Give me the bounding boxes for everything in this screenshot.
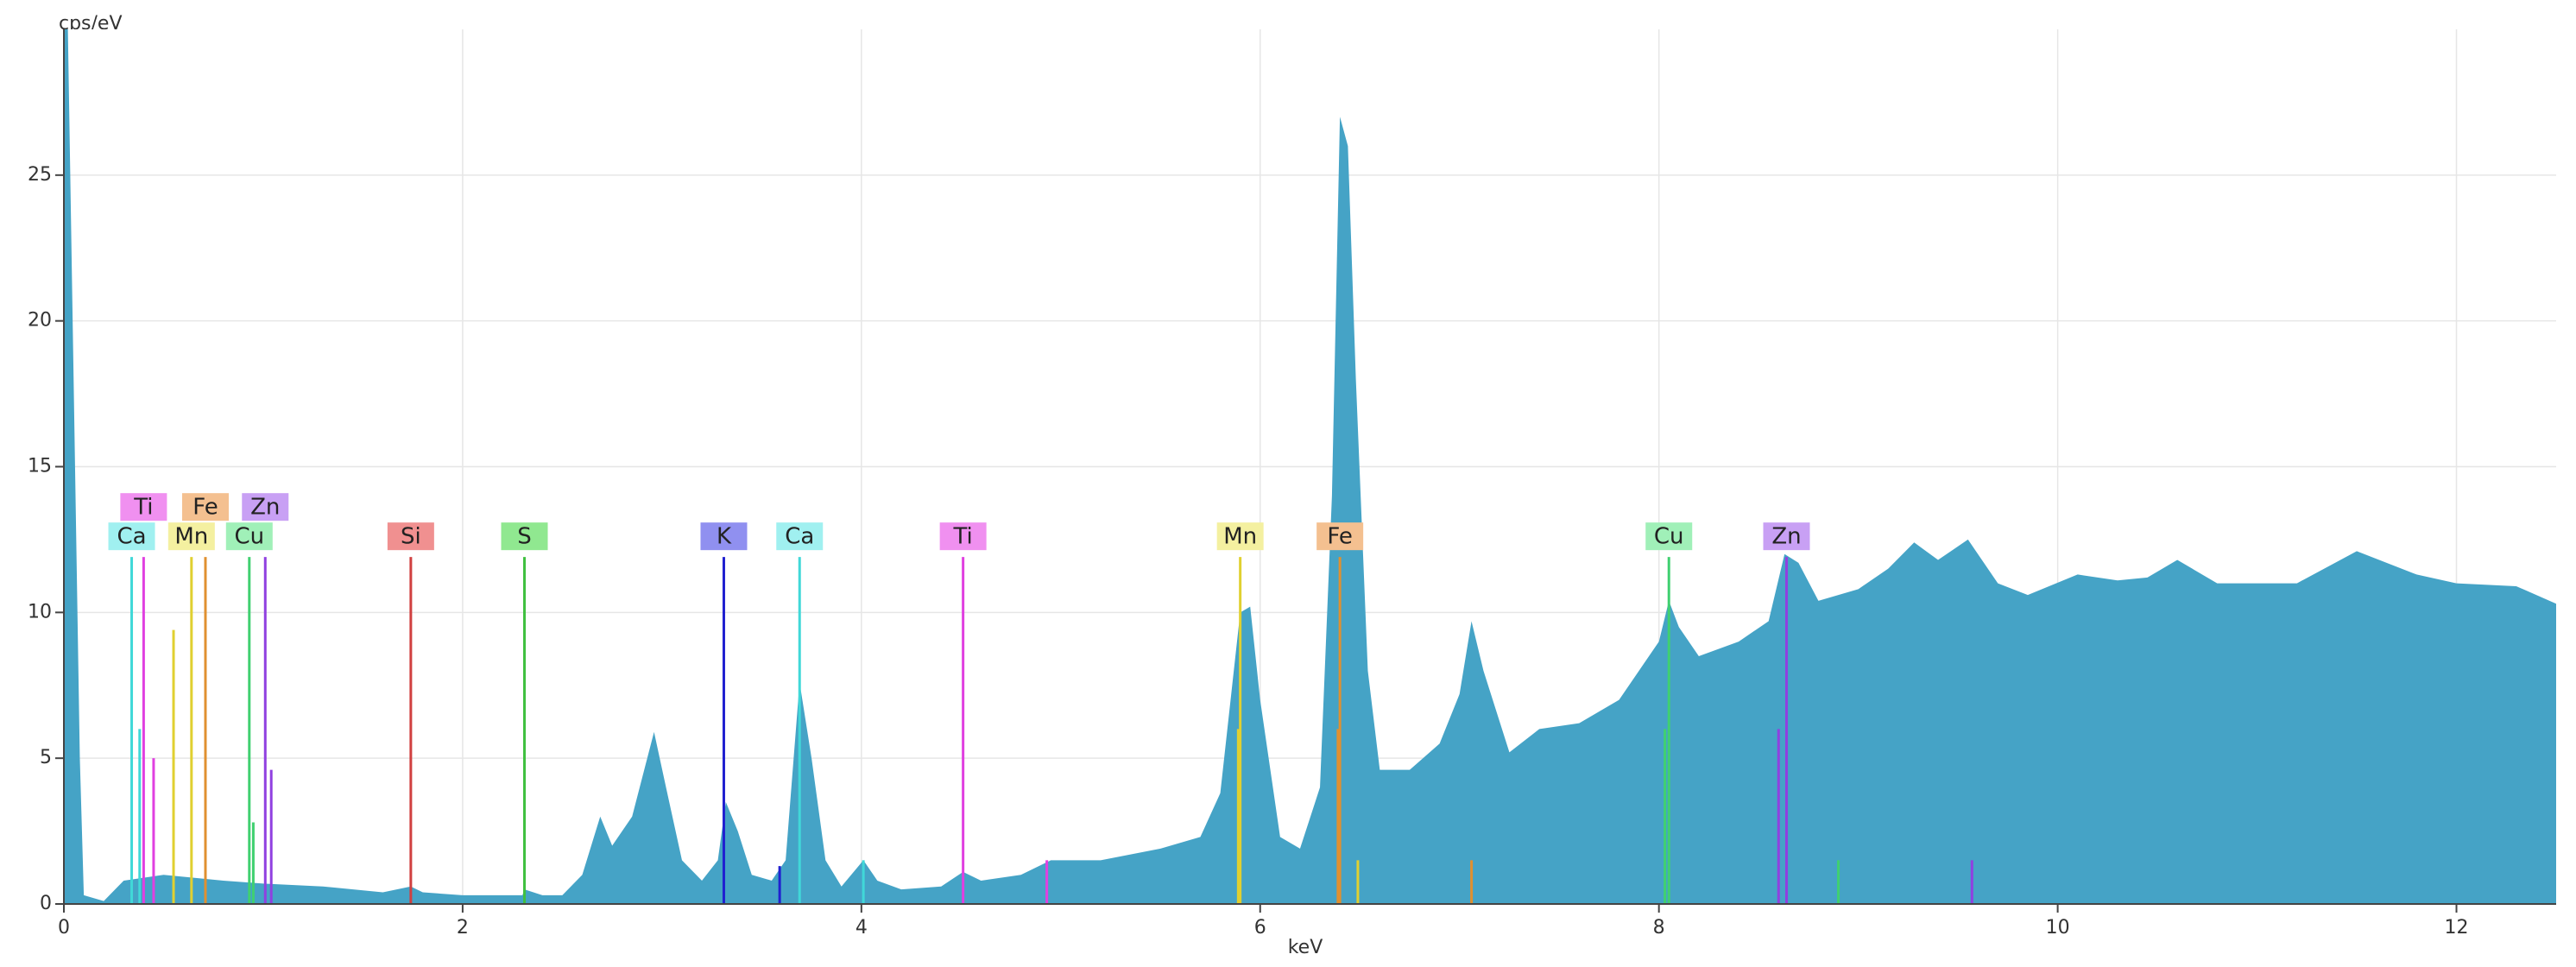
element-label-box — [1316, 522, 1364, 551]
element-label: Ca — [117, 524, 146, 550]
element-label-box — [225, 522, 273, 551]
element-label: S — [517, 524, 532, 550]
element-label: Si — [401, 524, 421, 550]
element-label: K — [717, 524, 732, 550]
element-label: Mn — [1223, 524, 1257, 550]
element-label: Fe — [1327, 524, 1353, 550]
y-tick-label: 20 — [28, 310, 52, 332]
y-tick-label: 10 — [28, 601, 52, 623]
element-label-box — [108, 522, 155, 551]
spectrum — [64, 29, 2556, 904]
element-label-box — [700, 522, 748, 551]
element-label-box — [1216, 522, 1264, 551]
element-label: Zn — [1771, 524, 1801, 550]
y-tick-label: 5 — [40, 747, 52, 768]
element-label: Cu — [1654, 524, 1684, 550]
element-label: Ti — [952, 524, 972, 550]
x-axis-label: keV — [1288, 937, 1323, 958]
element-label-box — [120, 493, 167, 521]
element-label: Mn — [174, 524, 208, 550]
element-label: Ca — [785, 524, 814, 550]
element-label-box — [242, 493, 289, 521]
x-tick-label: 2 — [457, 917, 469, 939]
element-label-box — [387, 522, 434, 551]
element-label: Zn — [250, 495, 280, 521]
element-label-box — [181, 493, 229, 521]
element-label-box — [501, 522, 548, 551]
y-tick-label: 25 — [28, 164, 52, 186]
element-label-box — [1763, 522, 1810, 551]
x-tick-label: 10 — [2046, 917, 2070, 939]
element-label: Cu — [234, 524, 264, 550]
element-label-box — [167, 522, 215, 551]
element-label-box — [776, 522, 824, 551]
element-label-box — [1645, 522, 1693, 551]
x-tick-label: 0 — [58, 917, 70, 939]
x-tick-label: 8 — [1653, 917, 1665, 939]
y-tick-label: 15 — [28, 456, 52, 477]
x-tick-label: 6 — [1254, 917, 1266, 939]
element-label: Ti — [133, 495, 153, 521]
x-tick-label: 4 — [856, 917, 868, 939]
element-label-box — [939, 522, 987, 551]
y-tick-label: 0 — [40, 893, 52, 914]
element-label: Fe — [193, 495, 218, 521]
x-tick-label: 12 — [2445, 917, 2469, 939]
